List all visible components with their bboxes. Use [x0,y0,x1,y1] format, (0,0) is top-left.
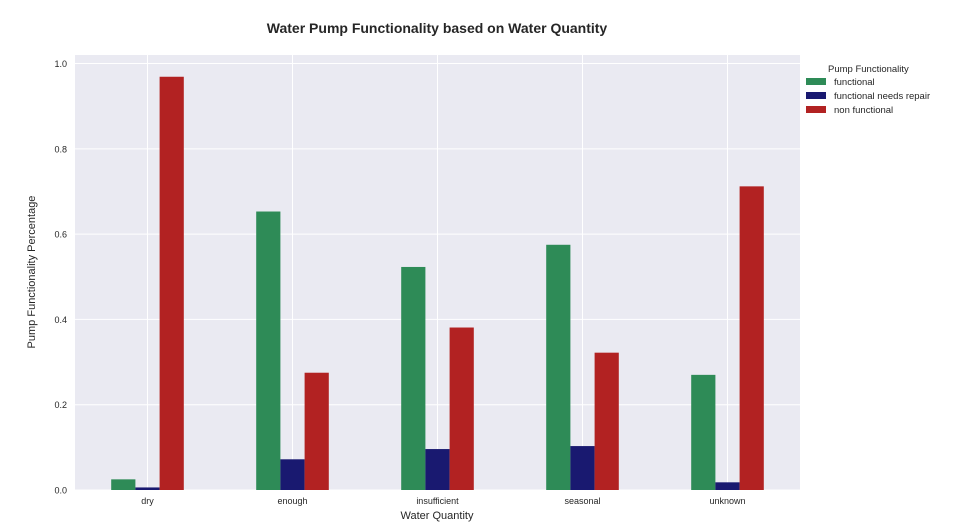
bar-non-functional-enough [304,372,329,490]
bar-functional-needs-repair-unknown [715,482,740,490]
x-tick-label: unknown [709,496,745,506]
y-tick-label: 0.0 [54,486,67,496]
bar-functional-insufficient [401,266,426,490]
bar-functional-seasonal [546,244,571,490]
y-tick-label: 0.8 [54,144,67,154]
y-tick-label: 0.4 [54,315,67,325]
x-tick-label: insufficient [416,496,459,506]
x-tick-label: dry [141,496,154,506]
bar-functional-unknown [691,374,716,490]
bar-non-functional-unknown [739,186,764,490]
x-tick-label: seasonal [564,496,600,506]
legend-swatch [806,78,826,85]
y-tick-label: 0.6 [54,230,67,240]
legend-title: Pump Functionality [828,64,909,75]
bar-functional-enough [256,211,281,490]
y-axis: 0.0 0.2 0.4 0.6 0.8 1.0 [54,59,67,495]
bar-non-functional-insufficient [449,327,474,490]
bar-non-functional-dry [159,76,184,490]
y-tick-label: 0.2 [54,400,67,410]
legend-swatch [806,92,826,99]
bar-functional-needs-repair-dry [135,487,160,490]
legend-entry: non functional [834,105,893,116]
bars [111,76,764,490]
bar-functional-needs-repair-enough [280,459,305,490]
x-axis: dry enough insufficient seasonal unknown [141,496,745,506]
x-axis-label: Water Quantity [401,510,474,522]
bar-functional-needs-repair-insufficient [425,449,450,490]
bar-functional-dry [111,479,136,490]
legend-entry: functional needs repair [834,91,930,102]
bar-non-functional-seasonal [594,352,619,490]
legend-entry: functional [834,77,875,88]
chart-title: Water Pump Functionality based on Water … [267,20,608,36]
y-axis-label: Pump Functionality Percentage [26,196,38,349]
grid [75,55,800,491]
bar-functional-needs-repair-seasonal [570,446,595,490]
legend-swatch [806,106,826,113]
x-tick-label: enough [277,496,307,506]
legend: Pump Functionality functional functional … [806,64,930,116]
y-tick-label: 1.0 [54,59,67,69]
